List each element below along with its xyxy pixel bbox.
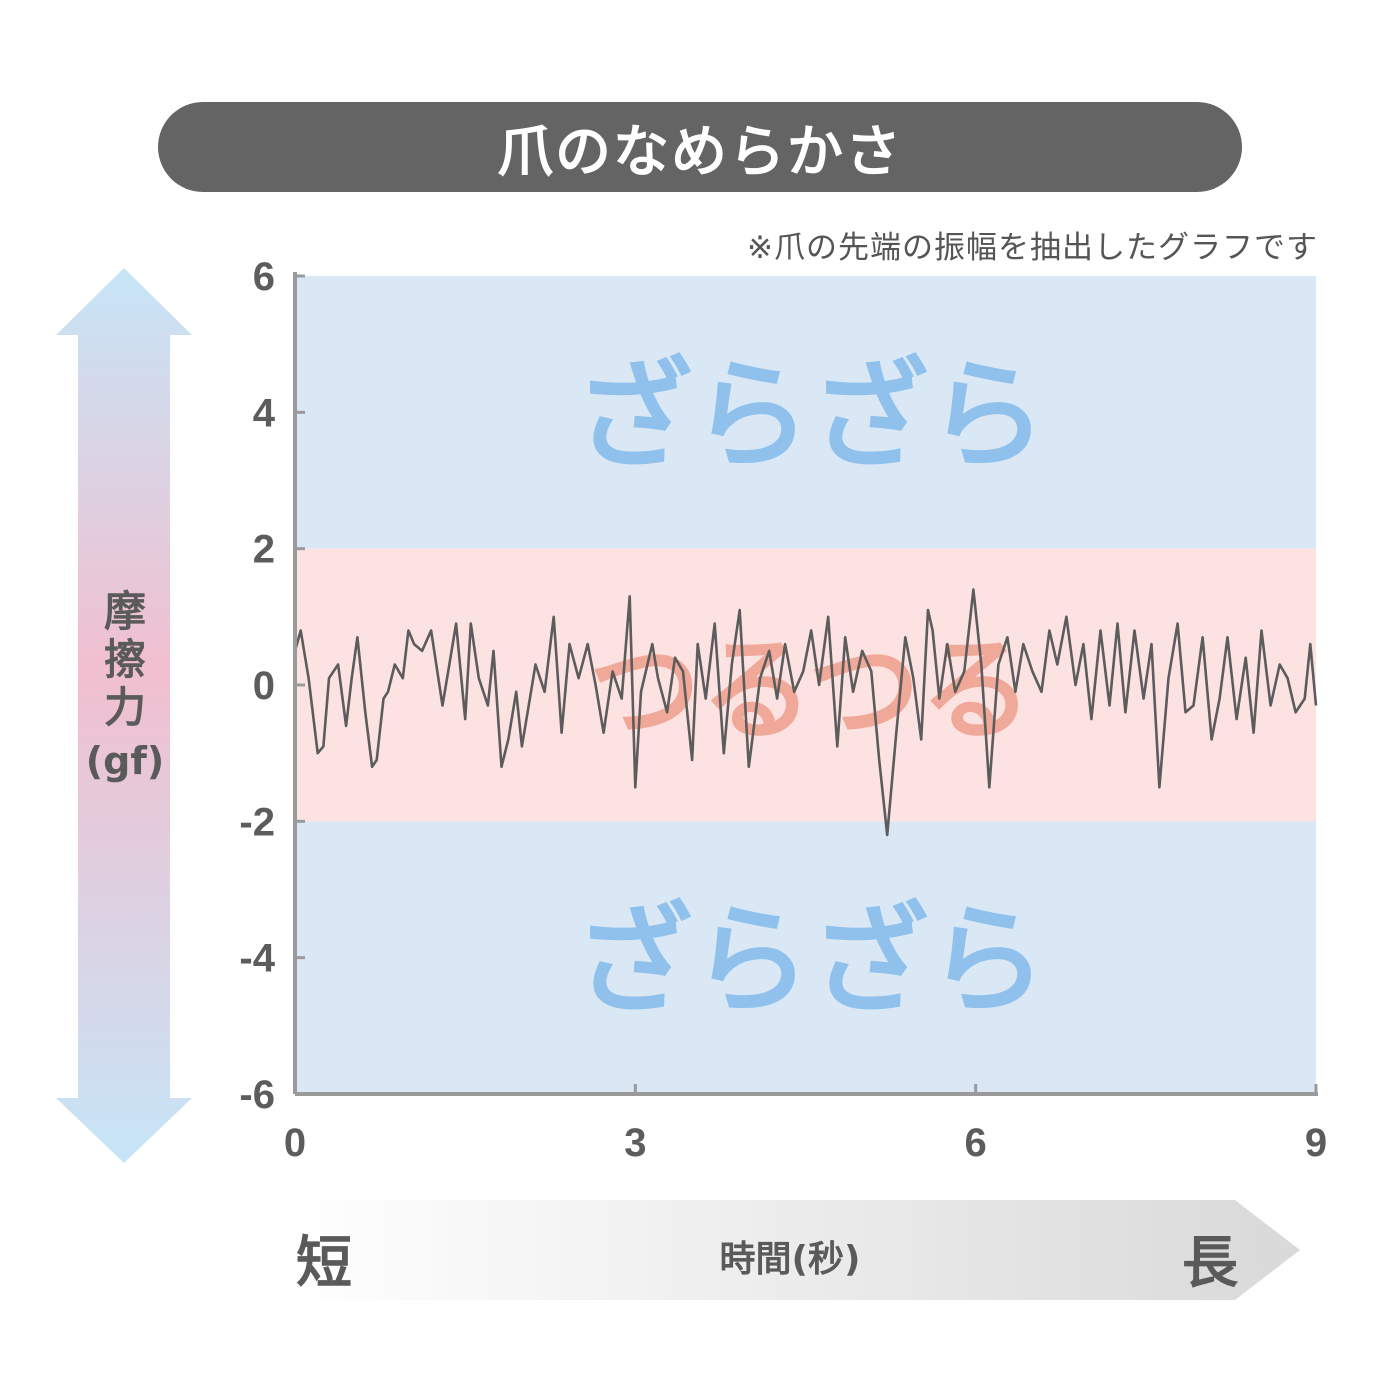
region-label: つるつる bbox=[589, 626, 1033, 756]
y-tick-label: 4 bbox=[253, 391, 276, 435]
region-label: ざらざら bbox=[574, 892, 1046, 1030]
x-axis-short-label: 短 bbox=[296, 1231, 352, 1296]
y-axis-unit: (gf) bbox=[85, 739, 165, 783]
x-tick-label: 9 bbox=[1305, 1121, 1327, 1165]
series-line bbox=[293, 588, 1318, 837]
region-band bbox=[295, 821, 1316, 1094]
region-bands bbox=[295, 276, 1316, 1094]
y-tick-label: -6 bbox=[239, 1073, 275, 1117]
x-axis-gradient-arrow bbox=[280, 1200, 1300, 1300]
chart-title: 爪のなめらかさ bbox=[497, 119, 903, 185]
y-axis-title-char: 摩 bbox=[103, 587, 146, 636]
x-axis-title: 時間(秒) bbox=[719, 1239, 861, 1280]
y-axis-title-char: 力 bbox=[103, 683, 146, 732]
title-banner: 爪のなめらかさ bbox=[158, 102, 1242, 192]
x-tick-label: 0 bbox=[284, 1121, 306, 1165]
y-tick-label: -4 bbox=[239, 937, 275, 981]
y-axis-title-char: 擦 bbox=[103, 635, 146, 684]
y-tick-label: 6 bbox=[253, 255, 275, 299]
x-axis-long-label: 長 bbox=[1182, 1231, 1238, 1296]
x-tick-label: 3 bbox=[624, 1121, 646, 1165]
region-label: ざらざら bbox=[574, 346, 1046, 484]
x-tick-label: 6 bbox=[965, 1121, 987, 1165]
y-axis-title: 摩 擦 力 (gf) bbox=[70, 588, 180, 786]
y-axis-gradient-arrow bbox=[56, 268, 192, 1163]
region-band bbox=[295, 276, 1316, 549]
series-layer bbox=[293, 588, 1318, 837]
y-tick-label: 0 bbox=[253, 664, 275, 708]
chart-note: ※爪の先端の振幅を抽出したグラフです bbox=[747, 230, 1318, 266]
y-tick-label: -2 bbox=[239, 800, 275, 844]
y-tick-label: 2 bbox=[253, 528, 275, 572]
axes bbox=[293, 272, 1318, 1096]
